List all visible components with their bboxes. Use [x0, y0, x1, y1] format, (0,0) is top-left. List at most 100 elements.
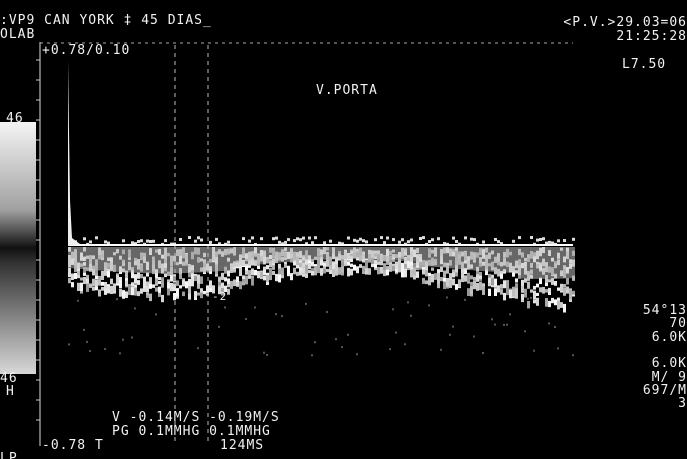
spectrum-speckle [134, 307, 136, 310]
spectrum-speckle [341, 266, 344, 273]
spectrum-speckle [104, 282, 107, 289]
spectrum-speckle [131, 336, 133, 339]
spectrum-speckle [200, 238, 203, 242]
spectrum-body [458, 247, 461, 270]
spectrum-body [281, 247, 284, 263]
spectrum-speckle [482, 286, 485, 295]
panel-value: 70 [669, 316, 687, 331]
spectrum-speckle [428, 304, 430, 307]
spectrum-body [521, 247, 524, 279]
spectrum-speckle [263, 269, 266, 275]
spectrum-speckle [218, 283, 221, 289]
spectrum-speckle [503, 323, 505, 326]
spectrum-speckle [86, 278, 89, 286]
spectrum-speckle [296, 262, 299, 269]
spectrum-speckle [242, 237, 245, 241]
spectrum-body [89, 247, 92, 270]
spectrum-speckle [227, 270, 230, 277]
spectrum-speckle [266, 265, 269, 270]
spectrum-speckle [443, 277, 446, 282]
spectrum-body [329, 247, 332, 260]
spectrum-speckle [227, 240, 230, 244]
spectrum-speckle [491, 318, 493, 321]
spectrum-speckle [416, 271, 419, 278]
spectrum-speckle [269, 268, 272, 276]
spectrum-speckle [470, 237, 473, 241]
spectrum-body [401, 247, 404, 261]
spectrum-speckle [152, 284, 155, 288]
spectrum-speckle [119, 277, 122, 281]
spectrum-speckle [401, 264, 404, 273]
spectrum-speckle [176, 280, 179, 286]
spectrum-speckle [329, 256, 332, 266]
spectrum-speckle [476, 269, 479, 277]
spectrum-speckle [392, 308, 394, 311]
spectrum-body [518, 247, 521, 274]
spectrum-body [551, 247, 554, 279]
spectrum-speckle [155, 287, 158, 292]
spectrum-speckle [314, 341, 316, 344]
spectrum-body [506, 247, 509, 273]
spectrum-speckle [566, 286, 569, 290]
spectrum-speckle [536, 238, 539, 242]
spectrum-body [344, 247, 347, 260]
spectrum-speckle [284, 263, 287, 267]
spectrum-speckle [389, 348, 391, 351]
spectrum-body [98, 247, 101, 271]
spectrum-speckle [551, 297, 554, 304]
spectrum-body [185, 247, 188, 273]
panel-value: 6.0K [652, 330, 687, 345]
spectrum-speckle [293, 239, 296, 243]
spectrum-speckle [233, 279, 236, 287]
spectrum-speckle [554, 326, 556, 328]
spectrum-speckle [410, 263, 413, 270]
spectrum-speckle [200, 289, 203, 299]
spectrum-speckle [548, 300, 551, 308]
spectrum-body [203, 247, 206, 273]
corner-label: LP [0, 451, 18, 459]
spectrum-body [440, 247, 443, 268]
spectrum-speckle [359, 264, 362, 268]
spectrum-speckle [161, 277, 164, 286]
spectrum-speckle [98, 280, 101, 286]
spectrum-speckle [251, 277, 254, 286]
spectrum-speckle [380, 259, 383, 266]
spectrum-speckle [386, 269, 389, 276]
spectrum-speckle [497, 240, 500, 244]
spectrum-body [479, 247, 482, 271]
spectrum-speckle [455, 284, 458, 290]
velocity: V -0.14M/S -0.19M/S [112, 410, 280, 425]
spectrum-speckle [506, 323, 508, 326]
cursor-label: -2 [212, 290, 227, 303]
spectrum-speckle [110, 285, 113, 294]
spectrum-body [113, 247, 116, 272]
spectrum-speckle [512, 239, 515, 243]
spectrum-speckle [548, 279, 551, 283]
spectrum-speckle [278, 274, 281, 283]
spectrum-speckle [509, 289, 512, 299]
spectrum-speckle [257, 270, 260, 279]
spectrum-speckle [281, 242, 284, 246]
spectrum-speckle [140, 239, 143, 243]
spectrum-speckle [221, 272, 224, 280]
spectrum-speckle [476, 274, 479, 282]
spectrum-body [488, 247, 491, 272]
spectrum-body [143, 247, 146, 274]
spectrum-speckle [311, 241, 314, 245]
spectrum-speckle [197, 274, 200, 281]
spectrum-speckle [530, 236, 533, 239]
spectrum-body [224, 247, 227, 271]
spectrum-speckle [194, 291, 197, 298]
spectrum-speckle [134, 242, 137, 246]
spectrum-speckle [122, 290, 125, 299]
spectrum-speckle [494, 323, 496, 326]
spectrum-speckle [383, 265, 386, 270]
spectrum-speckle [536, 283, 539, 288]
spectrum-body [290, 247, 293, 262]
spectrum-speckle [92, 286, 95, 291]
spectrum-speckle [263, 351, 265, 354]
spectrum-speckle [149, 280, 152, 289]
spectrum-speckle [347, 259, 350, 266]
spectrum-speckle [362, 239, 365, 243]
time: 21:25:28 [616, 29, 687, 44]
